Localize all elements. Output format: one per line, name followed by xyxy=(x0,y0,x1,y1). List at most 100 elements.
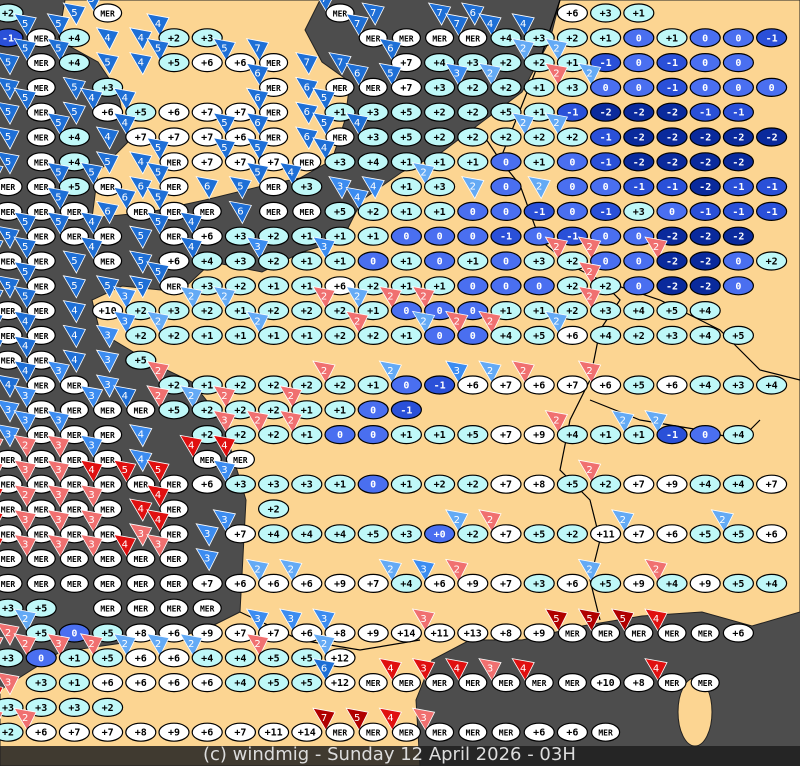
sea-label: MER xyxy=(67,506,82,515)
temperature-value: 0 xyxy=(470,331,476,342)
wind-speed-label: 5 xyxy=(71,82,77,93)
temperature-value: +2 xyxy=(500,133,512,144)
wind-speed-label: 2 xyxy=(536,182,542,193)
temperature-cell xyxy=(159,548,189,569)
temperature-cell xyxy=(357,573,389,594)
temperature-cell xyxy=(722,623,755,643)
temperature-value: -1 xyxy=(533,207,545,218)
wind-arrow-icon xyxy=(577,261,602,285)
temperature-cell xyxy=(589,28,622,48)
temperature-cell xyxy=(0,177,23,197)
temperature-cell xyxy=(159,226,189,246)
wind-arrow-icon xyxy=(46,112,70,136)
wind-speed-label: 2 xyxy=(520,118,526,129)
temperature-value: +7 xyxy=(234,108,246,119)
wind-speed-label: 4 xyxy=(487,19,493,30)
sea-label: MER xyxy=(632,630,647,639)
temperature-cell xyxy=(125,127,157,147)
temperature-cell xyxy=(424,425,456,445)
temperature-cell xyxy=(324,201,356,221)
wind-arrow-icon xyxy=(13,608,37,632)
temperature-value: +1 xyxy=(633,430,645,441)
wind-speed-label: 5 xyxy=(88,168,94,179)
temperature-value: +8 xyxy=(533,480,545,491)
temperature-value: +5 xyxy=(732,529,744,540)
temperature-cell xyxy=(390,400,422,420)
wind-arrow-icon xyxy=(0,463,4,472)
wind-arrow-icon xyxy=(411,658,436,682)
sea-label: MER xyxy=(432,34,447,43)
wind-arrow-icon xyxy=(295,126,319,150)
temperature-cell xyxy=(191,102,223,122)
temperature-cell xyxy=(457,573,489,594)
temperature-value: 0 xyxy=(71,629,77,640)
wind-arrow-icon xyxy=(644,410,668,434)
wind-speed-label: 2 xyxy=(155,316,161,327)
temperature-cell xyxy=(556,3,589,23)
temperature-value: +1 xyxy=(400,157,412,168)
wind-speed-label: 7 xyxy=(321,0,327,5)
sea-label: MER xyxy=(1,506,16,515)
temperature-cell xyxy=(490,276,522,296)
wind-speed-label: 3 xyxy=(221,515,227,526)
wind-speed-label: 2 xyxy=(553,68,559,79)
temperature-value: -1 xyxy=(732,207,744,218)
temperature-value: +2 xyxy=(533,58,545,69)
wind-arrow-icon xyxy=(0,636,4,645)
sea-label: MER xyxy=(333,134,348,143)
wind-speed-label: 6 xyxy=(204,182,210,193)
temperature-value: +6 xyxy=(35,728,47,739)
temperature-value: +1 xyxy=(367,306,379,317)
temperature-value: +2 xyxy=(566,33,578,44)
temperature-value: +6 xyxy=(168,629,180,640)
temperature-cell xyxy=(357,226,389,246)
wind-arrow-icon xyxy=(577,62,602,87)
wind-arrow-icon xyxy=(245,410,270,434)
temperature-cell xyxy=(224,722,256,742)
temperature-value: -1 xyxy=(732,182,744,193)
temperature-value: +4 xyxy=(699,381,711,392)
temperature-value: +1 xyxy=(367,232,379,243)
temperature-cell xyxy=(589,201,622,221)
temperature-value: 0 xyxy=(735,58,741,69)
temperature-value: 0 xyxy=(603,182,609,193)
wind-speed-label: 3 xyxy=(122,316,128,327)
wind-arrow-icon xyxy=(0,151,20,175)
temperature-value: +2 xyxy=(268,505,280,516)
temperature-value: 0 xyxy=(470,281,476,292)
temperature-value: +8 xyxy=(135,629,147,640)
temperature-cell xyxy=(159,573,189,594)
wind-speed-label: 5 xyxy=(221,143,227,154)
temperature-value: +2 xyxy=(168,33,180,44)
temperature-cell xyxy=(0,722,24,742)
wind-arrow-icon xyxy=(62,324,86,349)
temperature-cell xyxy=(291,474,323,494)
temperature-cell xyxy=(556,573,589,594)
temperature-cell xyxy=(25,672,57,693)
temperature-value: +5 xyxy=(102,653,114,664)
wind-arrow-icon xyxy=(511,38,535,62)
sea-label: MER xyxy=(466,34,481,43)
wind-speed-label: 4 xyxy=(122,540,128,551)
temperature-value: 0 xyxy=(636,232,642,243)
temperature-cell xyxy=(158,648,190,668)
wind-speed-label: 2 xyxy=(420,168,426,179)
sea-label: MER xyxy=(67,530,82,539)
temperature-cell xyxy=(457,425,489,445)
wind-arrow-icon xyxy=(245,112,270,136)
temperature-value: +1 xyxy=(268,281,280,292)
wind-speed-label: 2 xyxy=(188,639,194,650)
wind-speed-label: 2 xyxy=(221,391,227,402)
temperature-cell xyxy=(258,672,290,693)
wind-arrow-icon xyxy=(544,410,568,434)
temperature-cell xyxy=(224,623,256,643)
wind-speed-label: 4 xyxy=(188,217,194,228)
temperature-cell xyxy=(490,573,522,594)
temperature-value: +7 xyxy=(102,728,114,739)
temperature-value: +7 xyxy=(633,480,645,491)
temperature-value: +1 xyxy=(533,83,545,94)
wind-arrow-icon xyxy=(644,236,668,260)
temperature-value: +2 xyxy=(367,331,379,342)
wind-arrow-icon xyxy=(361,2,385,26)
